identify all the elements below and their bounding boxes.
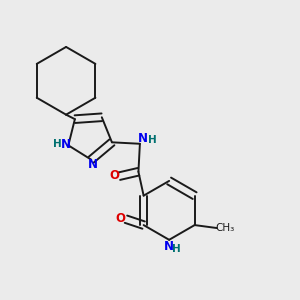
Text: CH₃: CH₃: [215, 223, 235, 233]
Text: O: O: [116, 212, 126, 225]
Text: O: O: [109, 169, 119, 182]
Text: N: N: [164, 240, 173, 253]
Text: N: N: [61, 138, 71, 151]
Text: H: H: [148, 135, 157, 145]
Text: N: N: [138, 132, 148, 145]
Text: H: H: [172, 244, 181, 254]
Text: H: H: [53, 140, 62, 149]
Text: N: N: [88, 158, 98, 172]
